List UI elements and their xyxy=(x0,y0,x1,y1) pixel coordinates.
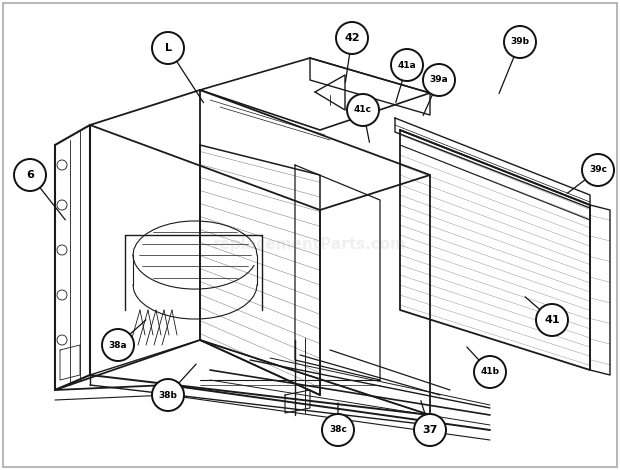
Text: 37: 37 xyxy=(422,425,438,435)
Circle shape xyxy=(504,26,536,58)
Text: 6: 6 xyxy=(26,170,34,180)
Circle shape xyxy=(536,304,568,336)
Circle shape xyxy=(336,22,368,54)
Text: 41c: 41c xyxy=(354,105,372,115)
Circle shape xyxy=(414,414,446,446)
Circle shape xyxy=(102,329,134,361)
Circle shape xyxy=(152,379,184,411)
Circle shape xyxy=(347,94,379,126)
Circle shape xyxy=(322,414,354,446)
Text: 42: 42 xyxy=(344,33,360,43)
Circle shape xyxy=(423,64,455,96)
Text: L: L xyxy=(164,43,172,53)
Circle shape xyxy=(391,49,423,81)
Text: 41: 41 xyxy=(544,315,560,325)
Text: replacementParts.com: replacementParts.com xyxy=(213,237,407,252)
Text: 39b: 39b xyxy=(510,38,529,47)
Circle shape xyxy=(474,356,506,388)
Circle shape xyxy=(152,32,184,64)
Text: 39c: 39c xyxy=(589,165,607,174)
Text: 38a: 38a xyxy=(108,340,127,350)
Text: 41a: 41a xyxy=(397,61,417,70)
Text: 38b: 38b xyxy=(159,391,177,400)
Circle shape xyxy=(582,154,614,186)
Text: 41b: 41b xyxy=(480,368,500,376)
Text: 38c: 38c xyxy=(329,425,347,434)
Text: 39a: 39a xyxy=(430,76,448,85)
Circle shape xyxy=(14,159,46,191)
